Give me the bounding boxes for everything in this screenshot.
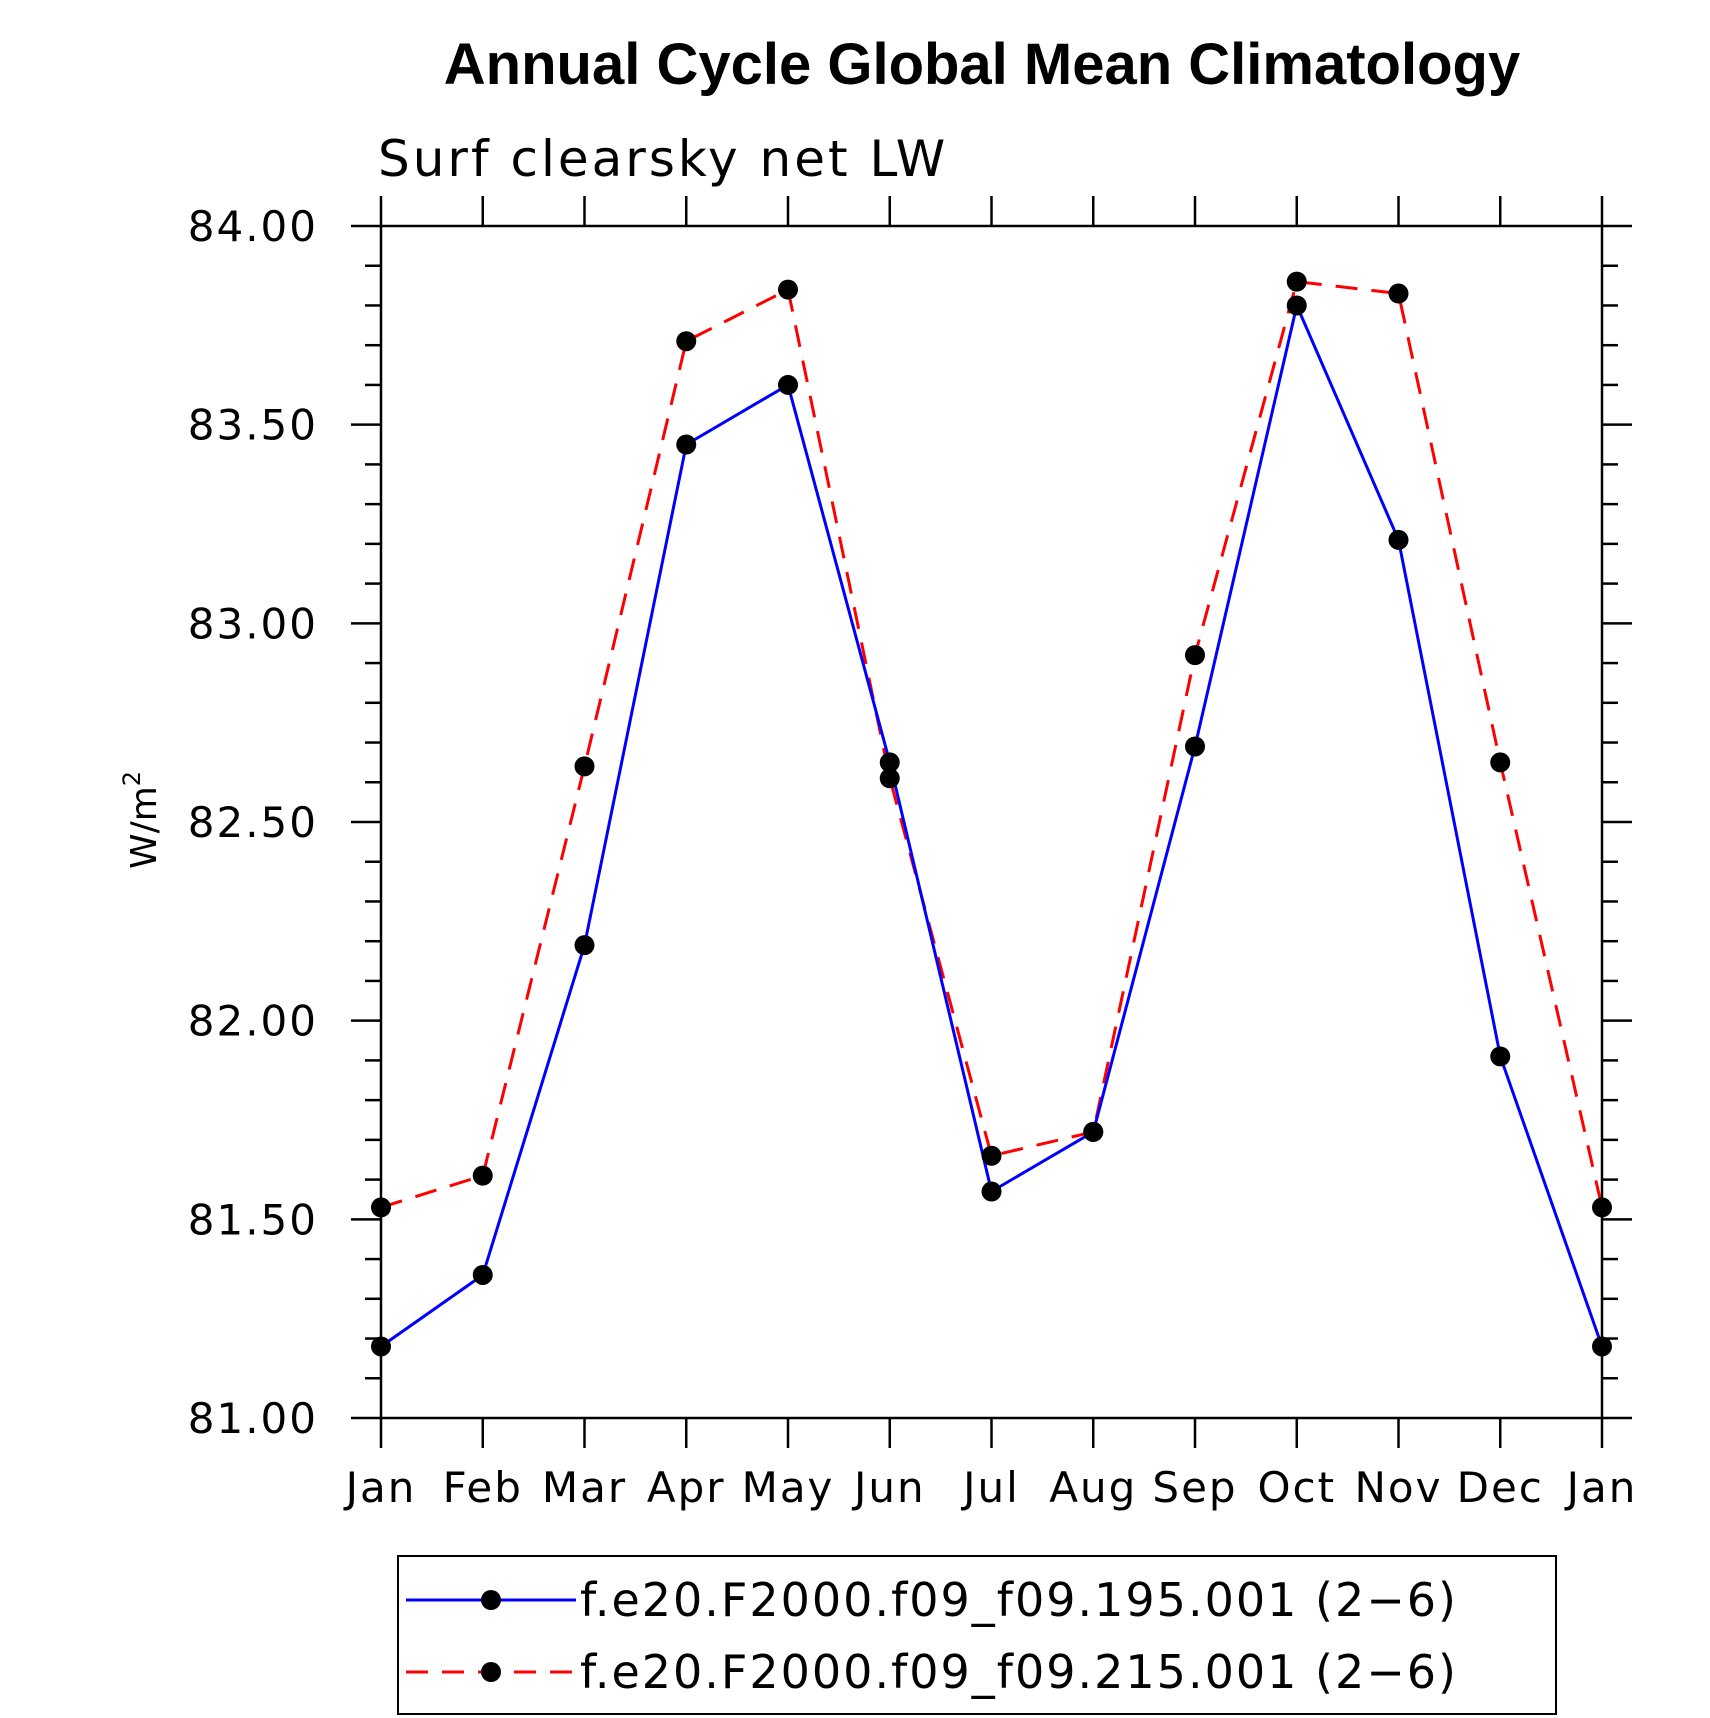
axis-layer — [351, 196, 1632, 1448]
series-1-point — [574, 935, 595, 956]
series-2-point — [981, 1145, 1002, 1166]
y-axis-label-text: W/m — [124, 786, 165, 869]
x-tick-label: Dec — [1457, 1463, 1544, 1512]
series-1-point — [472, 1264, 493, 1285]
legend: f.e20.F2000.f09_f09.195.001 (2−6) f.e20.… — [397, 1555, 1557, 1715]
series-1-point — [1388, 529, 1409, 550]
x-tick-label: Sep — [1152, 1463, 1237, 1512]
series-2-point — [1083, 1121, 1104, 1142]
x-tick-label: Jul — [960, 1463, 1020, 1512]
y-tick-label: 82.50 — [188, 798, 318, 847]
series-2-point — [1286, 271, 1307, 292]
series-line-2 — [380, 280, 1604, 1209]
legend-box — [397, 1555, 1557, 1715]
series-1-point — [676, 434, 697, 455]
y-tick-label: 81.00 — [188, 1394, 318, 1443]
series-2-point — [574, 756, 595, 777]
series-1-point — [778, 374, 798, 395]
series-1-point — [1592, 1336, 1612, 1357]
series-2-point — [371, 1197, 391, 1218]
series-2-point — [1592, 1197, 1612, 1218]
x-tick-label: Aug — [1049, 1463, 1137, 1512]
x-tick-label: Jan — [343, 1463, 417, 1512]
x-tick-label: Oct — [1257, 1463, 1336, 1512]
series-1-point — [1185, 736, 1205, 757]
series-2-point — [1490, 752, 1511, 773]
series-2-point — [472, 1165, 493, 1186]
legend-label-series-2: f.e20.F2000.f09_f09.215.001 (2−6) — [580, 1645, 1458, 1699]
x-tick-label: Mar — [542, 1463, 627, 1512]
series-1-point — [1286, 295, 1307, 316]
series-2-point — [1185, 645, 1205, 666]
y-axis-label-superscript: 2 — [118, 771, 146, 786]
marker-layer — [371, 271, 1612, 1357]
y-tick-label: 82.00 — [188, 997, 318, 1046]
series-1-point — [371, 1336, 391, 1357]
y-axis-label: W/m2 — [118, 771, 165, 869]
y-tick-label: 81.50 — [188, 1195, 318, 1244]
series-2-point — [879, 768, 900, 789]
x-tick-label: May — [742, 1463, 835, 1512]
y-tick-label: 84.00 — [188, 202, 318, 251]
x-tick-label: Apr — [647, 1463, 726, 1512]
legend-label-series-1: f.e20.F2000.f09_f09.195.001 (2−6) — [580, 1573, 1458, 1627]
x-tick-label: Feb — [443, 1463, 523, 1512]
plot-frame — [379, 224, 1604, 1420]
series-2-point — [778, 279, 798, 300]
legend-marker-series-1 — [481, 1590, 501, 1610]
x-tick-label: Nov — [1355, 1463, 1443, 1512]
series-2-point — [1388, 283, 1409, 304]
chart-subtitle: Surf clearsky net LW — [378, 130, 948, 188]
series-2-point — [676, 331, 697, 352]
label-layer: Jan Feb Mar Apr May Jun Jul Aug Sep Oct Nov Dec Jan 8… — [188, 202, 1638, 1512]
y-tick-label: 83.00 — [188, 599, 318, 648]
x-tick-label: Jun — [851, 1463, 926, 1512]
x-tick-label: Jan — [1564, 1463, 1638, 1512]
series-1-point — [981, 1181, 1002, 1202]
y-tick-label: 83.50 — [188, 401, 318, 450]
series-1-point — [1490, 1046, 1511, 1067]
series-1-point — [879, 752, 900, 773]
legend-marker-series-2 — [481, 1662, 501, 1682]
chart-title: Annual Cycle Global Mean Climatology — [444, 32, 1520, 97]
